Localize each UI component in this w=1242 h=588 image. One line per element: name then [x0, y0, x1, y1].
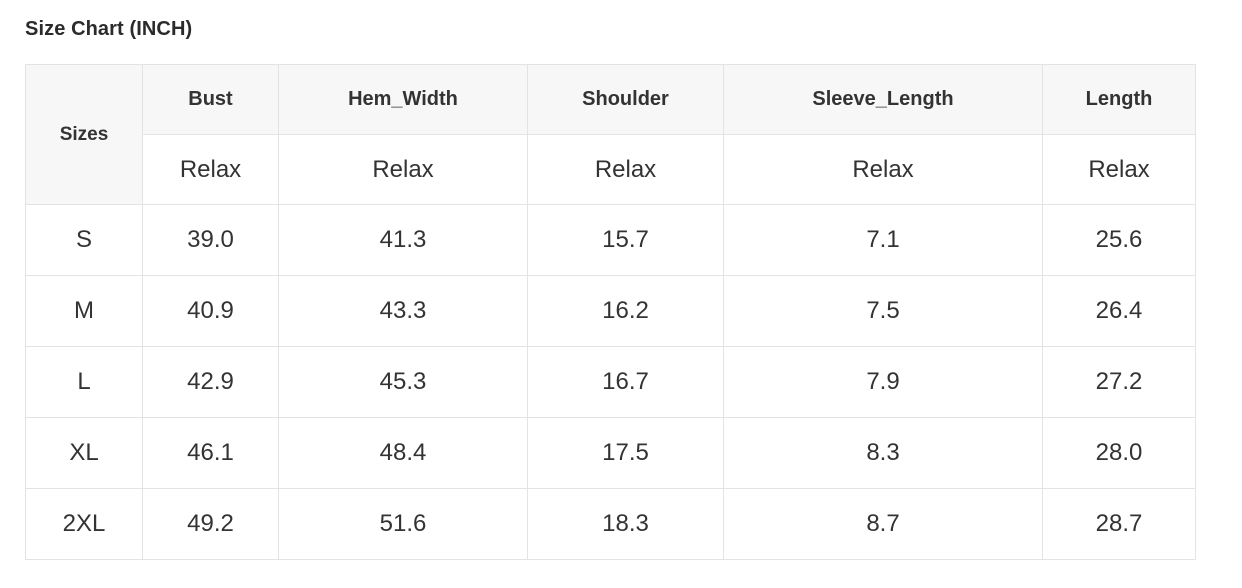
cell-shoulder: 16.2: [527, 275, 724, 347]
cell-hem-width: 48.4: [278, 417, 528, 489]
fit-length: Relax: [1042, 134, 1196, 205]
cell-hem-width: 43.3: [278, 275, 528, 347]
row-size-label: M: [25, 275, 143, 347]
cell-bust: 46.1: [142, 417, 279, 489]
cell-length: 25.6: [1042, 204, 1196, 276]
fit-hem-width: Relax: [278, 134, 528, 205]
table-header-row-fit: Relax Relax Relax Relax Relax: [26, 134, 1196, 205]
header-hem-width: Hem_Width: [278, 64, 528, 135]
cell-length: 28.0: [1042, 417, 1196, 489]
cell-shoulder: 15.7: [527, 204, 724, 276]
cell-sleeve-length: 7.9: [723, 346, 1043, 418]
table-header: Sizes Bust Hem_Width Shoulder Sleeve_Len…: [25, 64, 1196, 205]
table-row: XL 46.1 48.4 17.5 8.3 28.0: [25, 417, 1196, 489]
table-header-row-metrics: Sizes Bust Hem_Width Shoulder Sleeve_Len…: [25, 64, 1196, 205]
row-size-label: 2XL: [25, 488, 143, 560]
header-length: Length: [1042, 64, 1196, 135]
cell-bust: 49.2: [142, 488, 279, 560]
cell-hem-width: 41.3: [278, 204, 528, 276]
cell-sleeve-length: 8.7: [723, 488, 1043, 560]
cell-length: 26.4: [1042, 275, 1196, 347]
table-row: 2XL 49.2 51.6 18.3 8.7 28.7: [25, 488, 1196, 560]
size-chart-table: Sizes Bust Hem_Width Shoulder Sleeve_Len…: [25, 64, 1196, 560]
cell-length: 27.2: [1042, 346, 1196, 418]
header-sleeve-length: Sleeve_Length: [723, 64, 1043, 135]
header-bust: Bust: [142, 64, 279, 135]
page-title: Size Chart (INCH): [25, 18, 193, 40]
header-sizes: Sizes: [25, 64, 143, 205]
cell-shoulder: 17.5: [527, 417, 724, 489]
cell-bust: 42.9: [142, 346, 279, 418]
table-row: L 42.9 45.3 16.7 7.9 27.2: [25, 346, 1196, 418]
table-row: S 39.0 41.3 15.7 7.1 25.6: [25, 204, 1196, 276]
cell-hem-width: 51.6: [278, 488, 528, 560]
cell-length: 28.7: [1042, 488, 1196, 560]
fit-shoulder: Relax: [527, 134, 724, 205]
row-size-label: L: [25, 346, 143, 418]
cell-sleeve-length: 8.3: [723, 417, 1043, 489]
header-shoulder: Shoulder: [527, 64, 724, 135]
row-size-label: S: [25, 204, 143, 276]
cell-hem-width: 45.3: [278, 346, 528, 418]
cell-bust: 40.9: [142, 275, 279, 347]
table-row: M 40.9 43.3 16.2 7.5 26.4: [25, 275, 1196, 347]
row-size-label: XL: [25, 417, 143, 489]
size-table-container: Sizes Bust Hem_Width Shoulder Sleeve_Len…: [25, 64, 1196, 560]
cell-bust: 39.0: [142, 204, 279, 276]
table-body: S 39.0 41.3 15.7 7.1 25.6 M 40.9 43.3 16…: [25, 204, 1196, 560]
fit-sleeve-length: Relax: [723, 134, 1043, 205]
cell-sleeve-length: 7.5: [723, 275, 1043, 347]
fit-bust: Relax: [142, 134, 279, 205]
cell-shoulder: 16.7: [527, 346, 724, 418]
cell-sleeve-length: 7.1: [723, 204, 1043, 276]
cell-shoulder: 18.3: [527, 488, 724, 560]
